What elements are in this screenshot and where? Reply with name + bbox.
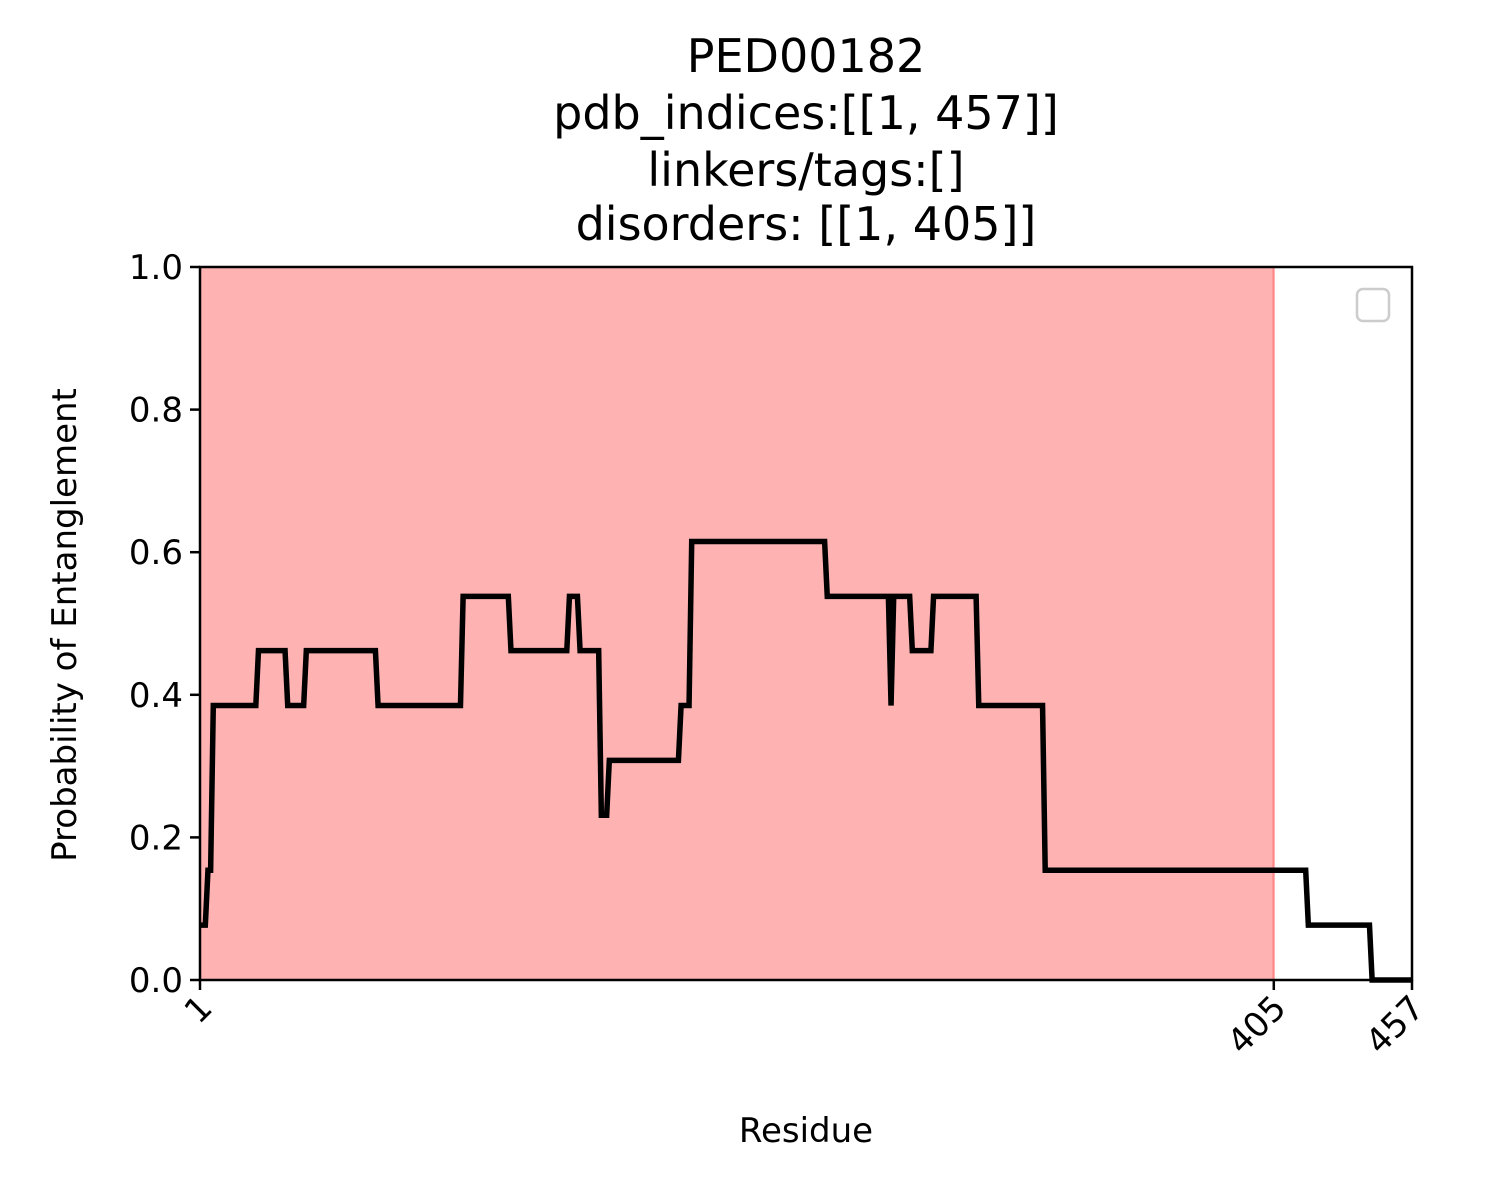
legend-box [1355,287,1391,323]
title-line-4: disorders: [[1, 405]] [576,197,1037,251]
x-axis-label: Residue [739,1111,873,1151]
y-tick-label: 0.4 [129,676,183,716]
series-lines [200,538,1412,983]
y-axis-ticks: 0.0 0.2 0.4 0.6 0.8 1.0 [129,248,200,1001]
x-tick-label: 405 [1220,988,1294,1062]
x-tick-label: 457 [1358,988,1432,1062]
plot-frame [198,265,1414,982]
title-line-1: PED00182 [687,29,926,83]
y-tick-label: 0.6 [129,533,183,573]
chart-title: PED00182 pdb_indices:[[1, 457]] linkers/… [553,29,1059,251]
y-tick-label: 1.0 [129,248,183,288]
disorder-region-0 [200,267,1274,980]
title-line-2: pdb_indices:[[1, 457]] [553,86,1059,140]
y-tick-label: 0.8 [129,391,183,431]
series-line-0 [200,538,1412,983]
y-tick-label: 0.2 [129,818,183,858]
y-axis-label: Probability of Entanglement [45,388,85,862]
y-tick-label: 0.0 [129,961,183,1001]
x-tick-label: 1 [177,988,221,1032]
title-line-3: linkers/tags:[] [647,143,964,197]
shaded-regions [200,267,1276,980]
x-axis-ticks: 1 405 457 [177,980,1432,1062]
